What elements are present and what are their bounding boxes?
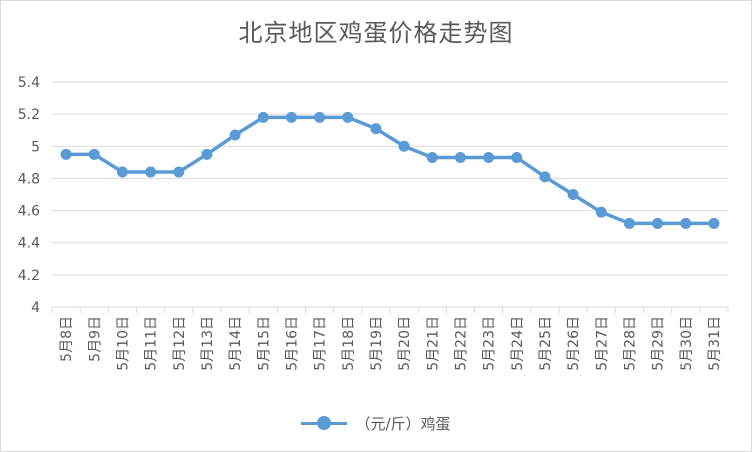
data-point <box>680 217 692 229</box>
x-tick-label: 5月26日 <box>566 316 582 371</box>
x-tick-label: 5月14日 <box>228 316 244 371</box>
y-tick-label: 5.4 <box>18 75 40 91</box>
x-tick-label: 5月25日 <box>538 316 554 371</box>
data-point <box>511 152 523 164</box>
x-tick-label: 5月12日 <box>172 316 188 371</box>
y-tick-label: 4.2 <box>18 268 40 284</box>
x-tick-label: 5月30日 <box>679 316 695 371</box>
data-point <box>314 111 326 123</box>
data-point <box>88 148 100 160</box>
chart-title: 北京地区鸡蛋价格走势图 <box>238 19 514 47</box>
data-point <box>60 148 72 160</box>
x-tick-label: 5月28日 <box>622 316 638 371</box>
data-point <box>229 129 241 141</box>
x-tick-label: 5月21日 <box>425 316 441 371</box>
data-point <box>285 111 297 123</box>
x-tick-label: 5月13日 <box>200 316 216 371</box>
x-tick-label: 5月15日 <box>256 316 272 371</box>
x-tick-label: 5月23日 <box>482 316 498 371</box>
legend-label: （元/斤）鸡蛋 <box>355 414 451 433</box>
data-point <box>539 171 551 183</box>
x-tick-label: 5月10日 <box>115 316 131 371</box>
x-tick-label: 5月29日 <box>651 316 667 371</box>
x-tick-label: 5月8日 <box>59 316 75 362</box>
data-point <box>201 148 213 160</box>
data-point <box>483 152 495 164</box>
y-tick-label: 5.2 <box>18 107 40 123</box>
series-line <box>64 115 716 226</box>
legend-swatch <box>301 416 348 430</box>
data-point <box>454 152 466 164</box>
y-tick-label: 4.6 <box>18 204 40 220</box>
data-point <box>567 189 579 200</box>
data-point <box>342 111 354 123</box>
data-point <box>595 206 607 218</box>
data-point <box>116 166 128 178</box>
x-tick-label: 5月22日 <box>453 316 469 371</box>
y-tick-label: 4.4 <box>18 236 40 252</box>
x-tick-label: 5月31日 <box>707 316 723 371</box>
data-point <box>426 152 438 164</box>
x-tick-label: 5月27日 <box>594 316 610 371</box>
x-tick-label: 5月17日 <box>313 316 329 371</box>
data-point <box>652 217 664 229</box>
x-tick-label: 5月9日 <box>87 316 103 362</box>
y-tick-label: 4.8 <box>18 171 40 187</box>
data-point <box>257 111 269 123</box>
data-point <box>370 123 382 135</box>
data-point <box>173 166 185 178</box>
legend: （元/斤）鸡蛋 <box>1 411 751 435</box>
x-tick-label: 5月16日 <box>284 316 300 371</box>
x-tick-label: 5月24日 <box>510 316 526 371</box>
x-tick-label: 5月20日 <box>397 316 413 371</box>
data-point <box>145 166 157 178</box>
x-tick-label: 5月11日 <box>144 316 160 371</box>
x-tick-label: 5月19日 <box>369 316 385 371</box>
data-point <box>398 140 410 152</box>
data-point <box>623 217 635 229</box>
x-tick-label: 5月18日 <box>341 316 357 371</box>
y-tick-label: 4 <box>31 300 40 316</box>
y-tick-label: 5 <box>31 139 40 155</box>
data-point <box>708 217 720 229</box>
